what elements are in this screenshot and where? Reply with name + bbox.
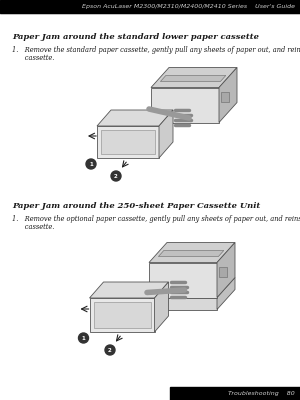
Bar (101, 130, 155, 154)
Bar (0, 0, 300, 13)
Polygon shape (149, 242, 235, 262)
Circle shape (86, 159, 96, 169)
Circle shape (111, 171, 121, 181)
Text: 2: 2 (108, 348, 112, 352)
Circle shape (79, 333, 88, 343)
Text: cassette.: cassette. (12, 223, 54, 231)
Text: 1: 1 (82, 336, 86, 340)
Text: cassette.: cassette. (12, 54, 54, 62)
Bar (97, 126, 159, 158)
Polygon shape (158, 250, 224, 256)
Circle shape (105, 345, 115, 355)
Text: Paper Jam around the 250-sheet Paper Cassette Unit: Paper Jam around the 250-sheet Paper Cas… (12, 202, 260, 210)
Polygon shape (89, 282, 169, 298)
Text: Troubleshooting    80: Troubleshooting 80 (228, 391, 295, 396)
Polygon shape (151, 68, 237, 88)
Text: 1.   Remove the optional paper cassette, gently pull any sheets of paper out, an: 1. Remove the optional paper cassette, g… (12, 215, 300, 223)
Bar (89, 298, 154, 332)
Polygon shape (159, 110, 173, 158)
Bar (151, 88, 219, 122)
Bar (219, 267, 227, 277)
Bar (221, 92, 229, 102)
Bar (94, 302, 151, 328)
Polygon shape (217, 278, 235, 310)
Polygon shape (160, 76, 226, 82)
Text: Epson AcuLaser M2300/M2310/M2400/M2410 Series    User's Guide: Epson AcuLaser M2300/M2310/M2400/M2410 S… (82, 4, 295, 9)
Text: 2: 2 (114, 174, 118, 178)
Text: 1.   Remove the standard paper cassette, gently pull any sheets of paper out, an: 1. Remove the standard paper cassette, g… (12, 46, 300, 54)
Bar (149, 298, 217, 310)
Polygon shape (219, 68, 237, 122)
Text: 1: 1 (89, 162, 93, 166)
Text: Paper Jam around the standard lower paper cassette: Paper Jam around the standard lower pape… (12, 33, 259, 41)
Polygon shape (217, 242, 235, 298)
Bar (149, 262, 217, 298)
Bar (170, 387, 300, 400)
Polygon shape (154, 282, 169, 332)
Polygon shape (97, 110, 173, 126)
